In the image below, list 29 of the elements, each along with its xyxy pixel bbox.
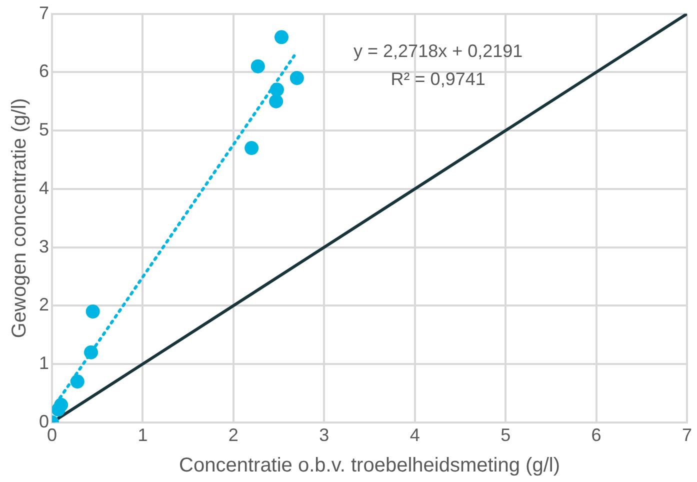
annotation: y = 2,2718x + 0,2191 xyxy=(354,40,523,61)
x-tick-label: 4 xyxy=(410,425,420,446)
point xyxy=(270,82,284,97)
point xyxy=(54,398,68,412)
x-tick-label: 2 xyxy=(228,425,238,446)
x-axis-title: Concentratie o.b.v. troebelheidsmeting (g/l) xyxy=(179,454,560,477)
y-axis-title: Gewogen concentratie (g/l) xyxy=(8,98,31,338)
point xyxy=(84,345,98,360)
y-tick-label: 7 xyxy=(38,2,50,23)
point xyxy=(269,94,284,108)
y-tick-label: 1 xyxy=(38,352,50,373)
point xyxy=(244,141,259,156)
y-tick-label: 6 xyxy=(38,61,50,82)
y-tick-label: 5 xyxy=(38,120,50,140)
annotation: R² = 0,9741 xyxy=(390,68,486,89)
y-tick-label: 0 xyxy=(38,411,50,432)
point xyxy=(290,71,304,86)
point xyxy=(86,304,100,318)
point xyxy=(274,30,289,44)
x-tick-label: 7 xyxy=(682,425,692,446)
x-tick-label: 1 xyxy=(138,425,148,446)
y-tick-label: 2 xyxy=(38,294,50,315)
point xyxy=(70,374,84,389)
point xyxy=(250,59,265,74)
x-tick-label: 5 xyxy=(500,425,511,446)
y-tick-label: 4 xyxy=(38,178,50,198)
y-tick-label: 3 xyxy=(38,236,50,256)
x-tick-label: 3 xyxy=(319,425,330,446)
x-tick-label: 6 xyxy=(591,425,602,446)
